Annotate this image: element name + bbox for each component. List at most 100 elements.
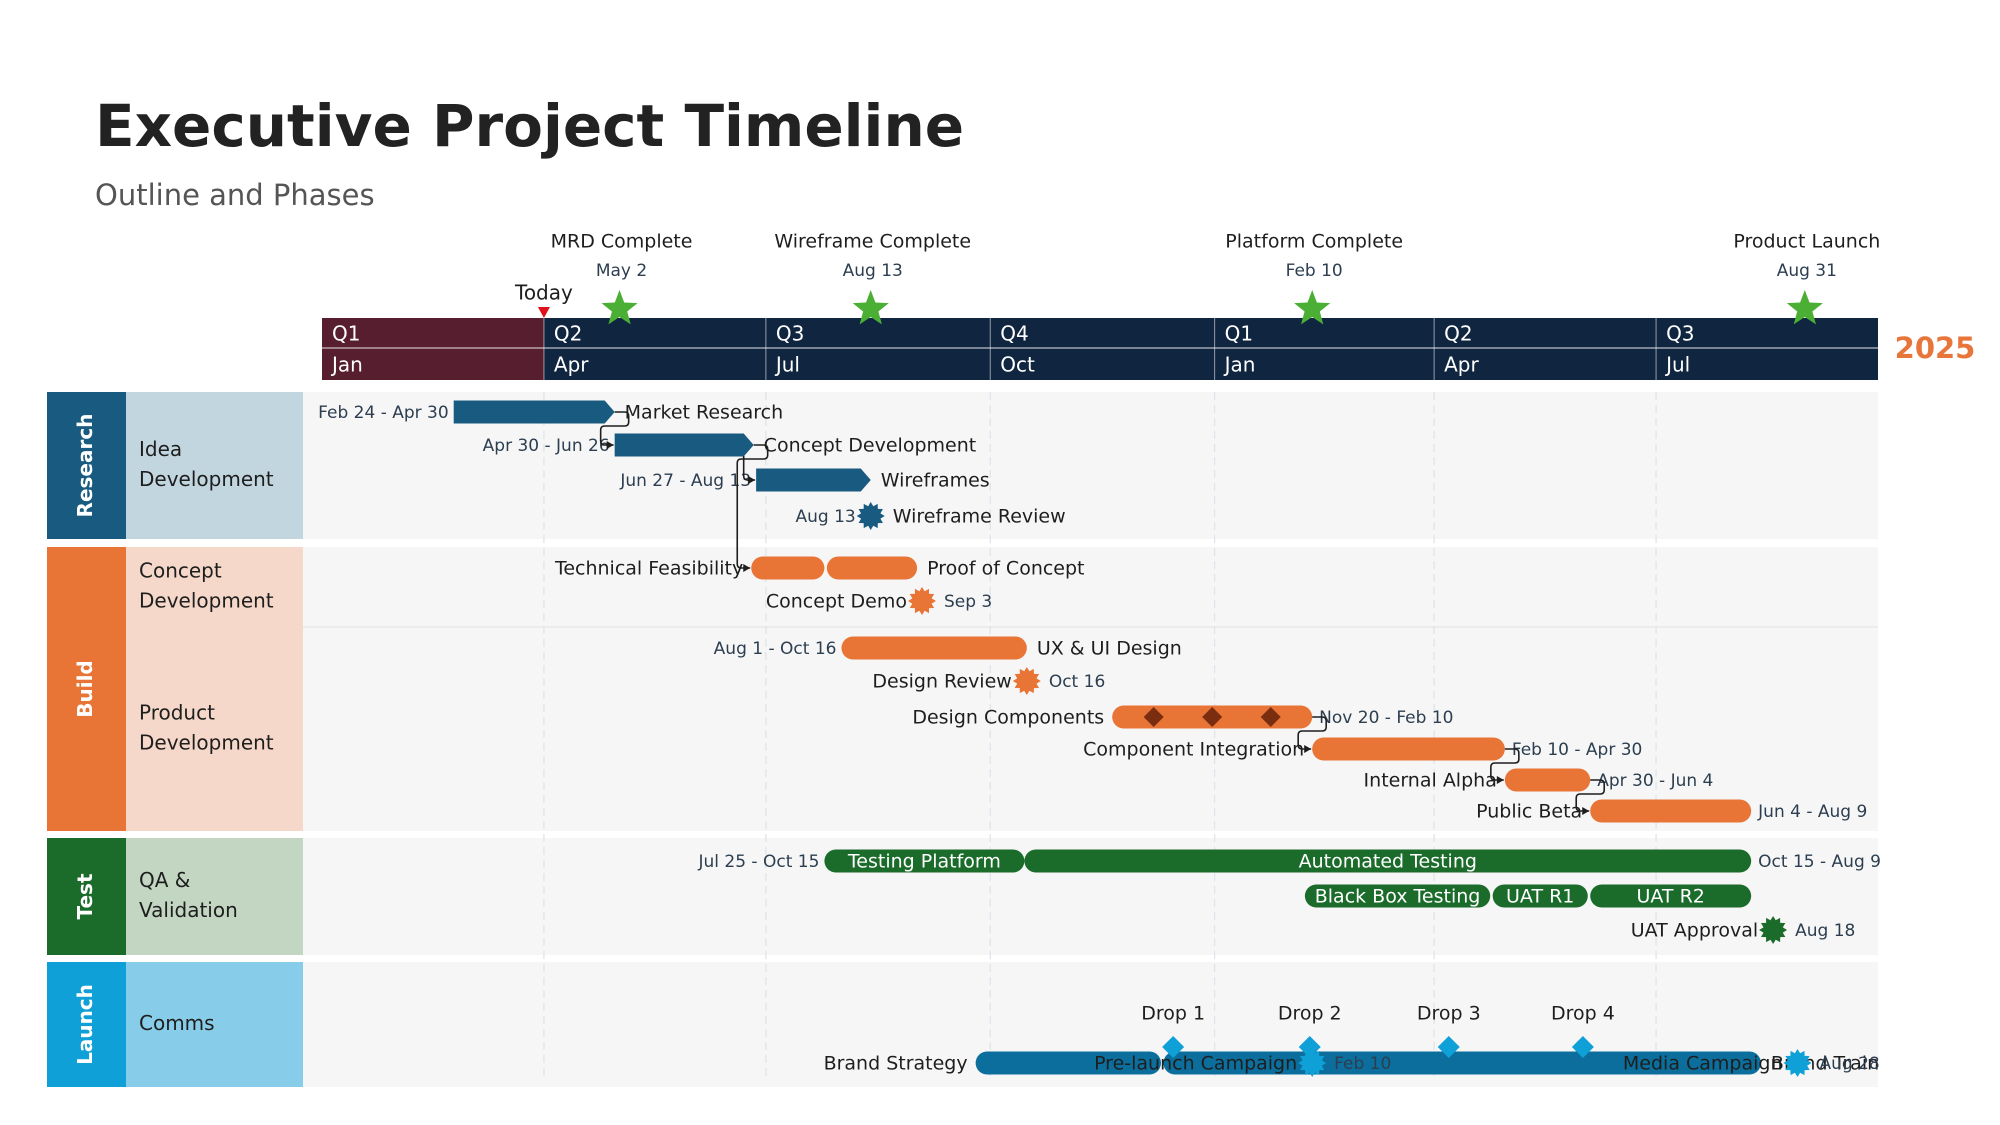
quarter-label: Q4 bbox=[1000, 322, 1028, 346]
swimlane-label: Validation bbox=[139, 898, 238, 922]
swimlane-product-development bbox=[126, 627, 303, 831]
quarter-label: Q1 bbox=[332, 322, 360, 346]
month-label: Jan bbox=[330, 353, 363, 377]
milestone-burst bbox=[908, 587, 936, 615]
key-milestone-name: Product Launch bbox=[1733, 231, 1880, 253]
key-milestone-date: Feb 10 bbox=[1286, 261, 1343, 281]
phase-band-build bbox=[303, 547, 1878, 831]
key-milestone-name: Platform Complete bbox=[1225, 231, 1403, 253]
quarter-label: Q1 bbox=[1225, 322, 1253, 346]
quarter-label: Q2 bbox=[554, 322, 582, 346]
task-label: Black Box Testing bbox=[1315, 886, 1481, 908]
milestone-diamond bbox=[1298, 1036, 1321, 1058]
task-bar bbox=[1304, 884, 1491, 908]
milestone-date: Sep 3 bbox=[944, 592, 992, 612]
milestone-date: Aug 28 bbox=[1820, 1054, 1880, 1074]
phase-block-launch bbox=[47, 962, 126, 1087]
task-bar bbox=[453, 400, 615, 424]
task-bar bbox=[1590, 884, 1752, 908]
task-bar bbox=[975, 1051, 1161, 1075]
milestone-label: Concept Demo bbox=[766, 591, 907, 613]
dependency-line bbox=[1297, 716, 1327, 750]
key-milestone-date: Aug 31 bbox=[1777, 261, 1837, 281]
task-label: Design Components bbox=[912, 707, 1104, 729]
task-bar bbox=[1590, 799, 1752, 823]
key-milestone-star bbox=[852, 290, 889, 325]
task-label: Testing Platform bbox=[847, 851, 1001, 873]
swimlane-label: Development bbox=[139, 467, 274, 491]
task-date-range: Feb 10 - Apr 30 bbox=[1512, 740, 1643, 760]
task-bar bbox=[1024, 849, 1752, 873]
task-label: Public Beta bbox=[1476, 801, 1582, 823]
milestone-label: Drop 2 bbox=[1278, 1003, 1342, 1025]
swimlane-label: Product bbox=[139, 701, 215, 725]
task-label: Automated Testing bbox=[1299, 851, 1477, 873]
task-label: Technical Feasibility bbox=[554, 558, 743, 580]
swimlane-label: Development bbox=[139, 731, 274, 755]
dependency-line bbox=[1575, 779, 1606, 812]
task-label: Wireframes bbox=[881, 470, 990, 492]
quarter-label: Q2 bbox=[1444, 322, 1472, 346]
task-bar bbox=[824, 849, 1025, 873]
key-milestone-date: May 2 bbox=[596, 261, 647, 281]
swimlane-qa-validation bbox=[126, 838, 303, 955]
dependency-arrowhead bbox=[748, 476, 756, 484]
task-date-range: Oct 15 - Aug 9 bbox=[1758, 852, 1881, 872]
task-bar bbox=[1504, 768, 1591, 792]
dependency-arrowhead bbox=[606, 441, 614, 449]
milestone-diamond bbox=[1437, 1036, 1460, 1058]
task-sub-marker bbox=[1143, 707, 1164, 727]
dependency-line bbox=[742, 456, 756, 481]
task-label: Brand Strategy bbox=[824, 1053, 968, 1075]
phase-block-research bbox=[47, 392, 126, 539]
task-date-range: Jun 4 - Aug 9 bbox=[1757, 802, 1867, 822]
milestone-label: Media Campaign bbox=[1623, 1053, 1783, 1075]
month-label: Apr bbox=[1444, 353, 1479, 377]
task-bar bbox=[1312, 737, 1505, 761]
milestone-label: Design Review bbox=[872, 671, 1011, 693]
phase-label: Launch bbox=[73, 984, 97, 1065]
task-label: Internal Alpha bbox=[1364, 770, 1497, 792]
key-milestone-name: MRD Complete bbox=[551, 231, 693, 253]
milestone-label: UAT Approval bbox=[1631, 920, 1758, 942]
today-marker bbox=[537, 307, 550, 318]
month-label: Apr bbox=[554, 353, 589, 377]
task-bar bbox=[614, 433, 754, 457]
task-label: UX & UI Design bbox=[1037, 638, 1182, 660]
quarter-label: Q3 bbox=[1666, 322, 1694, 346]
month-label: Oct bbox=[1000, 353, 1035, 377]
phase-label: Research bbox=[73, 414, 97, 518]
task-date-range: Aug 1 - Oct 16 bbox=[714, 639, 837, 659]
swimlane-comms bbox=[126, 962, 303, 1087]
dependency-line bbox=[736, 444, 769, 569]
task-date-range: Jun 27 - Aug 13 bbox=[619, 471, 751, 491]
key-milestone-star bbox=[1294, 290, 1331, 325]
task-label: UAT R1 bbox=[1506, 886, 1574, 908]
dependency-arrowhead bbox=[1582, 807, 1590, 815]
phase-label: Test bbox=[73, 873, 97, 919]
task-date-range: Feb 24 - Apr 30 bbox=[318, 403, 449, 423]
swimlane-label: Concept bbox=[139, 559, 222, 583]
task-bar bbox=[1492, 884, 1588, 908]
milestone-date: Oct 16 bbox=[1049, 672, 1105, 692]
dependency-arrowhead bbox=[1304, 745, 1312, 753]
milestone-burst bbox=[856, 502, 885, 530]
timescale-header-past bbox=[322, 318, 544, 380]
milestone-date: Aug 13 bbox=[796, 507, 856, 527]
task-label: Component Integration bbox=[1083, 739, 1304, 761]
month-label: Jul bbox=[774, 353, 800, 377]
dependency-line bbox=[1490, 748, 1520, 781]
milestone-label: Drop 4 bbox=[1551, 1003, 1615, 1025]
dependency-arrowhead bbox=[743, 564, 751, 572]
month-label: Jul bbox=[1664, 353, 1690, 377]
milestone-label: Wireframe Review bbox=[893, 506, 1066, 528]
task-label: Proof of Concept bbox=[927, 558, 1084, 580]
task-bar bbox=[751, 556, 825, 580]
task-bar bbox=[756, 468, 871, 492]
swimlane-label: Idea bbox=[139, 437, 182, 461]
task-label: Market Research bbox=[625, 402, 784, 424]
task-date-range: Apr 30 - Jun 4 bbox=[1597, 771, 1713, 791]
page-title: Executive Project Timeline bbox=[95, 92, 965, 160]
milestone-date: Feb 10 bbox=[1334, 1054, 1391, 1074]
